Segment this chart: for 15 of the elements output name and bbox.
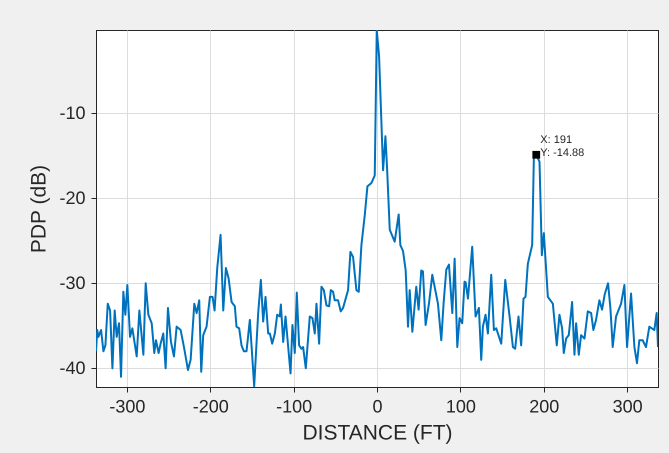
y-axis-title: PDP (dB) [27,164,50,254]
x-tick-label: 200 [529,396,560,416]
line-series [96,30,658,387]
y-tick-label: -40 [59,358,86,378]
y-tick-label: -20 [59,188,86,208]
x-tick-label: -100 [276,396,312,416]
y-tick-label: -30 [59,272,86,293]
x-tick-label: -200 [192,396,229,416]
y-tick-label: -10 [59,102,86,123]
x-tick-label: 300 [612,396,643,416]
x-tick-label: 100 [446,396,476,416]
x-tick-label: -300 [109,396,146,416]
x-axis-title: DISTANCE (FT) [302,422,453,444]
x-tick-label: 0 [372,396,383,416]
annotation: X: 191 Y: -14.88 [540,134,584,159]
